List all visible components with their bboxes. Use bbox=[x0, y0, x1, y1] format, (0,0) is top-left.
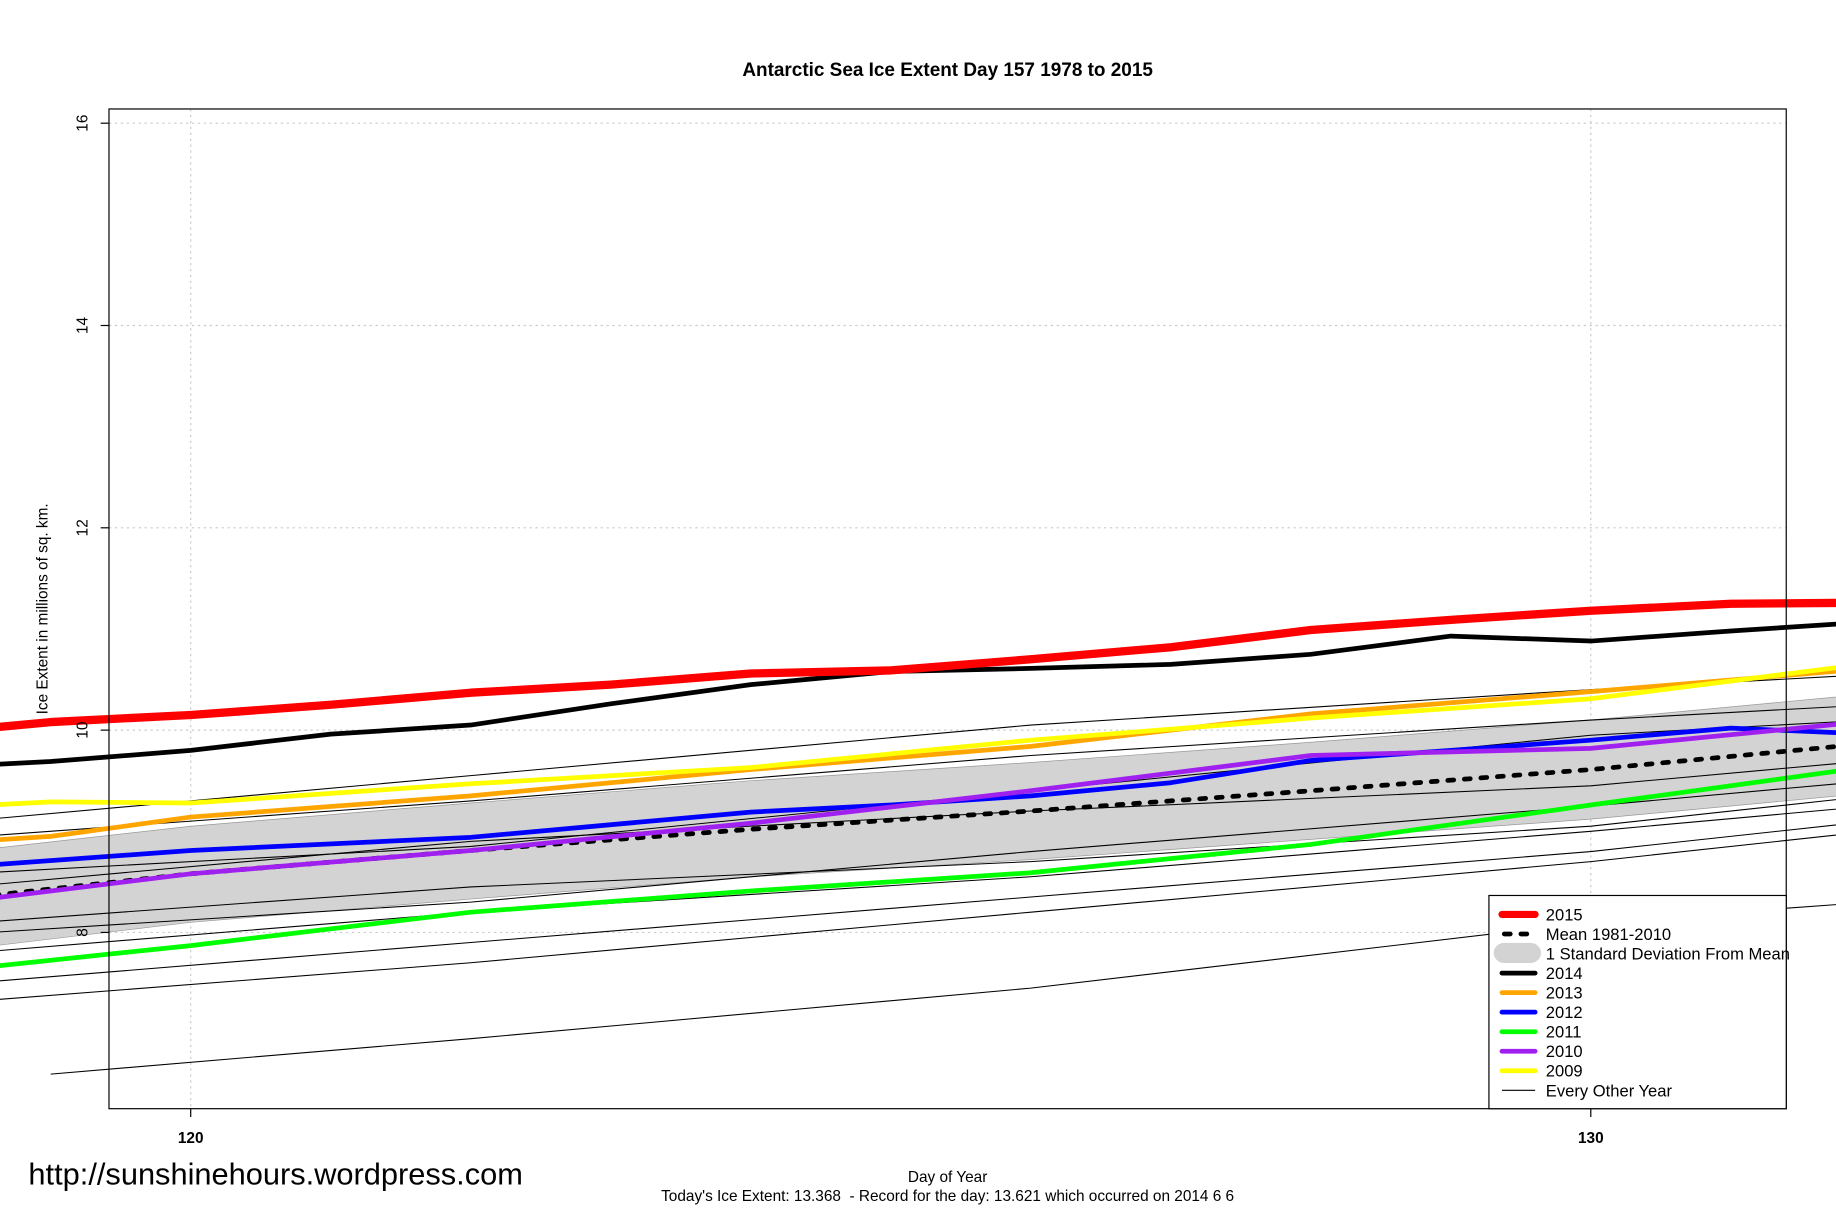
legend-label: 2014 bbox=[1546, 964, 1583, 983]
y-tick-label: 10 bbox=[75, 722, 92, 739]
series-line-2013 bbox=[0, 668, 1836, 843]
x-tick-label: 120 bbox=[178, 1130, 204, 1147]
series-line-2015 bbox=[0, 598, 1836, 731]
mean-line bbox=[0, 744, 1836, 897]
series-line-2011 bbox=[0, 768, 1836, 968]
legend-label: 2009 bbox=[1546, 1062, 1583, 1081]
other-year-line bbox=[0, 675, 1836, 819]
legend-label: Every Other Year bbox=[1546, 1081, 1673, 1100]
legend-label: 2011 bbox=[1546, 1023, 1582, 1042]
series-line-2014 bbox=[0, 621, 1836, 767]
legend-label: 1 Standard Deviation From Mean bbox=[1546, 944, 1790, 963]
chart-subtitle: Today's Ice Extent: 13.368 - Record for … bbox=[661, 1188, 1234, 1205]
other-year-line bbox=[50, 904, 1836, 1075]
other-year-line bbox=[0, 706, 1836, 836]
x-tick-label: 130 bbox=[1578, 1130, 1604, 1147]
highlight-series-layer bbox=[0, 598, 1836, 968]
other-year-line bbox=[0, 721, 1836, 873]
chart-title: Antarctic Sea Ice Extent Day 157 1978 to… bbox=[742, 60, 1153, 81]
plot-frame bbox=[108, 108, 1787, 1110]
series-line-2009 bbox=[0, 665, 1836, 807]
y-axis-label: Ice Extent in millions of sq. km. bbox=[34, 503, 51, 714]
x-axis-label: Day of Year bbox=[908, 1169, 987, 1186]
y-tick-label: 16 bbox=[75, 115, 92, 132]
other-year-line bbox=[0, 763, 1836, 885]
legend-label: 2013 bbox=[1546, 984, 1583, 1003]
legend-box bbox=[1488, 894, 1787, 1110]
other-year-line bbox=[0, 783, 1836, 933]
legend-label: 2010 bbox=[1546, 1042, 1583, 1061]
legend-label: 2012 bbox=[1546, 1003, 1583, 1022]
y-tick-label: 12 bbox=[75, 519, 92, 536]
legend-label: Mean 1981-2010 bbox=[1546, 925, 1671, 944]
legend-label: 2015 bbox=[1546, 905, 1583, 924]
axes: 120130140150160170810121416 bbox=[75, 115, 1604, 1147]
y-tick-label: 8 bbox=[75, 928, 92, 937]
other-year-line bbox=[0, 824, 1836, 982]
sd-band bbox=[0, 696, 1836, 946]
y-tick-label: 14 bbox=[75, 317, 92, 335]
other-year-line bbox=[0, 808, 1836, 952]
mean-layer bbox=[0, 744, 1836, 897]
other-year-line bbox=[0, 834, 1836, 1000]
watermark-url: http://sunshinehours.wordpress.com bbox=[28, 1157, 522, 1192]
legend-swatch-band bbox=[1493, 942, 1542, 964]
series-line-2010 bbox=[0, 722, 1836, 900]
sd-band-layer bbox=[0, 696, 1836, 946]
